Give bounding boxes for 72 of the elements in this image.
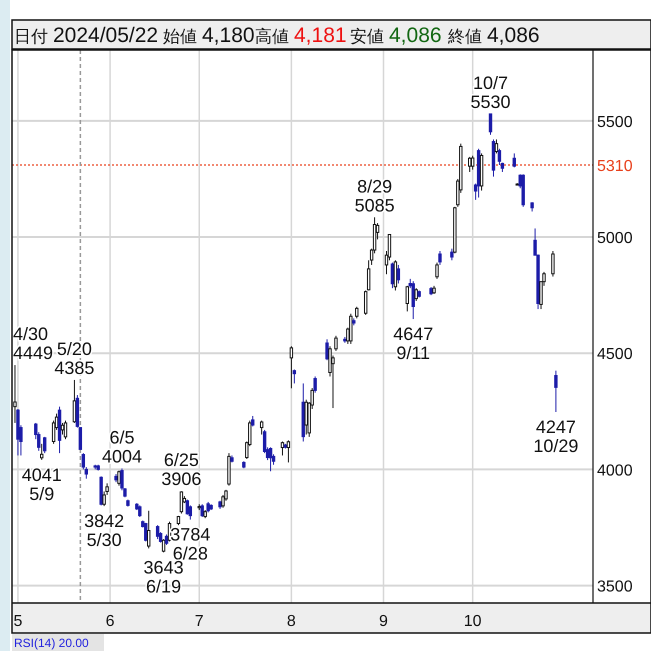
annotation: 6/25 3906 <box>161 450 202 490</box>
text: RSI(14) 20.00 <box>14 636 90 650</box>
candlestick <box>164 534 168 546</box>
y-tick-label: 4500 <box>597 346 633 364</box>
candlestick <box>206 501 210 513</box>
candlestick <box>412 280 415 320</box>
annotation: 6/5 4004 <box>102 427 142 466</box>
candlestick <box>72 379 76 424</box>
candlestick <box>147 510 150 549</box>
candlestick <box>162 538 166 553</box>
candlestick <box>221 494 225 508</box>
x-tick-label: 8 <box>286 613 296 630</box>
ref-line-label: 5310 <box>597 158 633 176</box>
candlestick <box>260 420 264 436</box>
annotation: 8/29 5085 <box>354 176 395 216</box>
candlestick <box>406 285 409 312</box>
candlestick <box>180 490 184 514</box>
candlestick <box>488 113 492 136</box>
candlestick <box>200 504 204 518</box>
candlestick <box>334 335 338 352</box>
annotation: 4647 9/11 <box>393 324 434 364</box>
candlestick <box>470 155 474 170</box>
candlestick <box>290 346 294 389</box>
candlestick <box>435 262 439 280</box>
candlestick <box>498 148 502 166</box>
candlestick <box>60 422 64 436</box>
candlestick <box>144 522 148 542</box>
candlestick <box>438 250 442 266</box>
candlestick <box>551 250 555 278</box>
x-tick-label: 10 <box>464 613 482 630</box>
annotation: 5/20 4385 <box>54 338 94 378</box>
annotation: 4/30 4449 <box>13 324 54 364</box>
candlestick <box>450 248 454 261</box>
x-tick-label: 9 <box>379 613 388 630</box>
x-tick-label: 5 <box>13 613 22 630</box>
candlestick <box>313 376 317 394</box>
text: 高値 4,181 <box>255 24 347 47</box>
candlestick <box>554 370 558 413</box>
text: 安値 4,086 <box>350 24 442 47</box>
y-tick-label: 5000 <box>597 230 633 248</box>
candlestick <box>530 202 534 212</box>
candlestick <box>286 440 290 463</box>
annotation: 4041 5/9 <box>22 464 62 504</box>
text: 日付 2024/05/22 <box>14 24 158 47</box>
annotation: 3842 5/30 <box>84 511 124 550</box>
annotation: 4247 10/29 <box>533 417 578 456</box>
y-tick-label: 5500 <box>597 114 633 131</box>
candlestick <box>251 415 254 427</box>
candlestick <box>396 264 400 284</box>
candlestick <box>117 470 121 486</box>
candlestick <box>414 288 418 302</box>
candlestick <box>156 524 160 540</box>
annotation: 10/7 5530 <box>470 72 511 112</box>
text: 終値 4,086 <box>447 24 540 47</box>
text: 始値 4,180 <box>163 24 255 47</box>
candlestick <box>40 443 44 460</box>
candlestick <box>186 499 190 516</box>
candlestick <box>138 504 142 518</box>
candlestick <box>292 368 296 384</box>
candlestick <box>355 306 358 319</box>
x-tick-label: 6 <box>106 613 115 630</box>
candlestick <box>512 152 516 168</box>
candlestick <box>42 436 46 454</box>
candlestick <box>325 338 329 361</box>
candlestick <box>188 504 192 520</box>
y-tick-label: 3500 <box>597 578 633 596</box>
ref-line: 5310 <box>12 158 633 176</box>
candlestick <box>64 420 68 440</box>
y-tick-label: 4000 <box>597 462 633 480</box>
x-tick-label: 7 <box>194 613 204 630</box>
candlestick <box>304 399 308 436</box>
candlestick <box>268 446 272 472</box>
